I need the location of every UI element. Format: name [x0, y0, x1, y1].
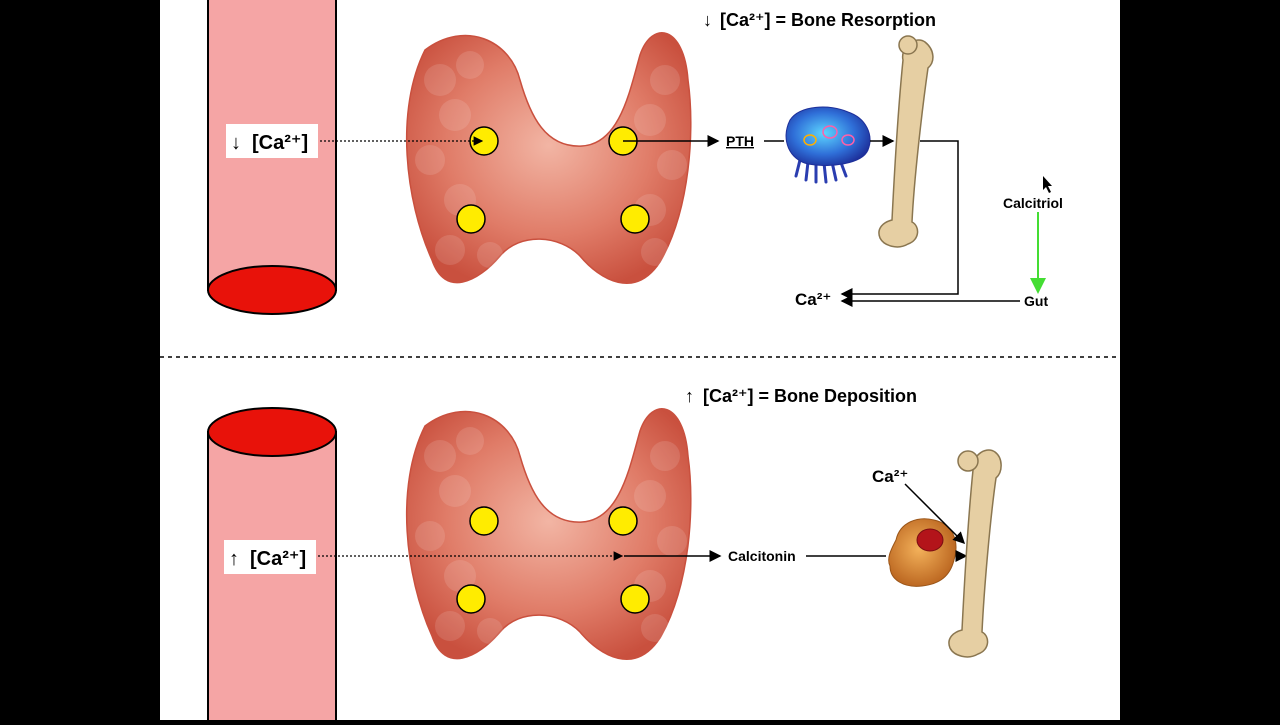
- top-title: [Ca²⁺] = Bone Resorption: [720, 10, 936, 30]
- top-vessel-lumen: [207, 265, 337, 315]
- bottom-panel: ↑ [Ca²⁺] = Bone Deposition ↑ [Ca²⁺]: [207, 386, 1002, 725]
- bottom-title: [Ca²⁺] = Bone Deposition: [703, 386, 917, 406]
- calcitonin-label: Calcitonin: [728, 548, 796, 564]
- bottom-femur-bone: [948, 449, 1002, 658]
- bottom-calcium-label: Ca²⁺: [872, 467, 908, 486]
- bottom-vessel-label: [Ca²⁺]: [250, 548, 306, 570]
- top-parathyroid-upper-left: [469, 126, 499, 156]
- calcium-to-bone-arrow: [904, 483, 966, 545]
- top-calcium-label: Ca²⁺: [795, 290, 831, 309]
- top-title-arrow: ↓: [703, 10, 712, 30]
- top-vessel-label: [Ca²⁺]: [252, 132, 308, 154]
- bottom-vessel-label-box: [224, 540, 316, 574]
- bone-to-calcium-arrow: [840, 140, 959, 300]
- calcitriol-label: Calcitriol: [1003, 195, 1063, 211]
- bottom-vessel-label-arrow: ↑: [229, 548, 239, 570]
- osteoclast-cell: [785, 106, 871, 184]
- top-vessel-label-box: [226, 124, 318, 158]
- gut-label: Gut: [1024, 293, 1048, 309]
- pth-label: PTH: [726, 133, 754, 149]
- bottom-vessel-lumen: [207, 407, 337, 457]
- bottom-blood-vessel: [207, 407, 337, 725]
- mouse-cursor-icon: [1043, 176, 1052, 193]
- osteoblast-cell: [888, 518, 957, 587]
- bottom-title-arrow: ↑: [685, 386, 694, 406]
- top-vessel-label-arrow: ↓: [231, 132, 241, 154]
- bottom-parathyroid-lower-right: [620, 584, 650, 614]
- top-panel: ↓ [Ca²⁺] = Bone Resorption ↓ [Ca²⁺]: [207, 0, 1063, 315]
- top-femur-bone: [878, 35, 934, 248]
- top-parathyroid-lower-left: [456, 204, 486, 234]
- top-parathyroid-lower-right: [620, 204, 650, 234]
- bottom-parathyroid-lower-left: [456, 584, 486, 614]
- bottom-parathyroid-upper-right: [608, 506, 638, 536]
- bottom-parathyroid-upper-left: [469, 506, 499, 536]
